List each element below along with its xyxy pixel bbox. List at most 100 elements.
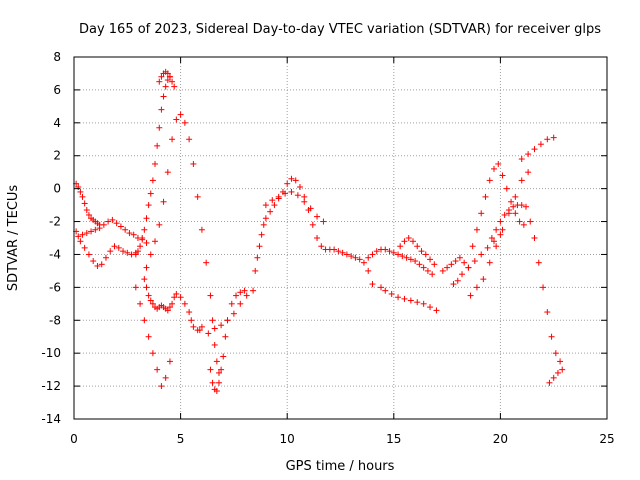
data-point [237, 289, 244, 296]
data-point [213, 358, 220, 365]
data-point [171, 294, 178, 301]
y-tick-label: 4 [53, 116, 61, 130]
data-point [448, 261, 455, 268]
data-point [81, 200, 88, 207]
data-point [459, 271, 466, 278]
x-tick-label: 25 [599, 432, 614, 446]
data-point [465, 264, 472, 271]
data-point [211, 325, 218, 332]
y-tick-label: -12 [41, 379, 61, 393]
data-point [207, 366, 214, 373]
data-point [149, 177, 156, 184]
data-point [439, 267, 446, 274]
data-point [407, 256, 414, 263]
data-point [149, 350, 156, 357]
data-point [269, 197, 276, 204]
y-tick-label: 2 [53, 149, 61, 163]
data-point [152, 160, 159, 167]
data-point [94, 262, 101, 269]
data-point [262, 215, 269, 222]
data-point [422, 251, 429, 258]
data-point [318, 243, 325, 250]
data-point [503, 185, 510, 192]
data-point [162, 374, 169, 381]
data-point [420, 300, 427, 307]
data-point [196, 327, 203, 334]
data-point [145, 292, 152, 299]
data-point [424, 267, 431, 274]
data-point [166, 73, 173, 80]
data-point [544, 309, 551, 316]
data-point [407, 297, 414, 304]
data-point [493, 243, 500, 250]
data-point [522, 203, 529, 210]
data-point [141, 276, 148, 283]
data-point [115, 244, 122, 251]
data-point [145, 202, 152, 209]
data-point [173, 116, 180, 123]
data-point [335, 248, 342, 255]
data-point [250, 287, 257, 294]
data-point [508, 198, 515, 205]
data-point [473, 226, 480, 233]
data-point [260, 221, 267, 228]
data-point [126, 230, 133, 237]
data-point [314, 235, 321, 241]
data-point [141, 226, 148, 233]
data-point [233, 292, 240, 299]
data-point [275, 193, 282, 200]
data-point [205, 330, 212, 337]
data-point [124, 249, 131, 256]
data-point [348, 253, 355, 260]
data-point [241, 287, 248, 294]
data-point [152, 238, 159, 245]
data-point [149, 300, 156, 307]
data-point [198, 323, 205, 330]
data-point [369, 281, 376, 288]
data-point [557, 358, 564, 365]
data-point [169, 300, 176, 307]
data-point [164, 307, 171, 314]
data-point [211, 341, 218, 348]
data-point [262, 202, 269, 209]
data-point [218, 366, 225, 373]
data-point [412, 258, 419, 265]
data-point [525, 169, 532, 176]
data-point [307, 205, 314, 212]
data-point [544, 136, 551, 143]
data-point [433, 307, 440, 314]
data-point [518, 202, 525, 209]
data-point [77, 238, 84, 245]
axis-ticks: 0 5 10 15 20 25 -14 -12 -10 -8 -6 -4 -2 0 2 4 6 8 [41, 50, 614, 446]
data-point [222, 333, 229, 340]
data-point [160, 93, 167, 100]
data-point [120, 248, 127, 255]
data-point [177, 294, 184, 301]
y-tick-label: 8 [53, 50, 61, 64]
data-point [309, 221, 316, 228]
data-point [512, 193, 519, 200]
data-point [117, 223, 124, 230]
data-point [177, 111, 184, 118]
data-point [369, 251, 376, 258]
data-point [531, 235, 538, 241]
data-point [164, 70, 171, 77]
data-point [418, 248, 425, 255]
data-point [181, 300, 188, 307]
data-point [113, 220, 120, 227]
data-point [203, 259, 210, 266]
data-point [258, 231, 265, 238]
data-point [365, 267, 372, 274]
data-point [491, 165, 498, 172]
data-point [339, 249, 346, 256]
data-point [134, 248, 141, 255]
data-point [267, 208, 274, 215]
data-point [395, 294, 402, 301]
data-point [518, 156, 525, 163]
data-point [382, 287, 389, 294]
data-point [271, 202, 278, 209]
data-point [491, 238, 498, 245]
x-tick-label: 10 [280, 432, 295, 446]
data-point [405, 235, 412, 241]
data-point [550, 134, 557, 141]
